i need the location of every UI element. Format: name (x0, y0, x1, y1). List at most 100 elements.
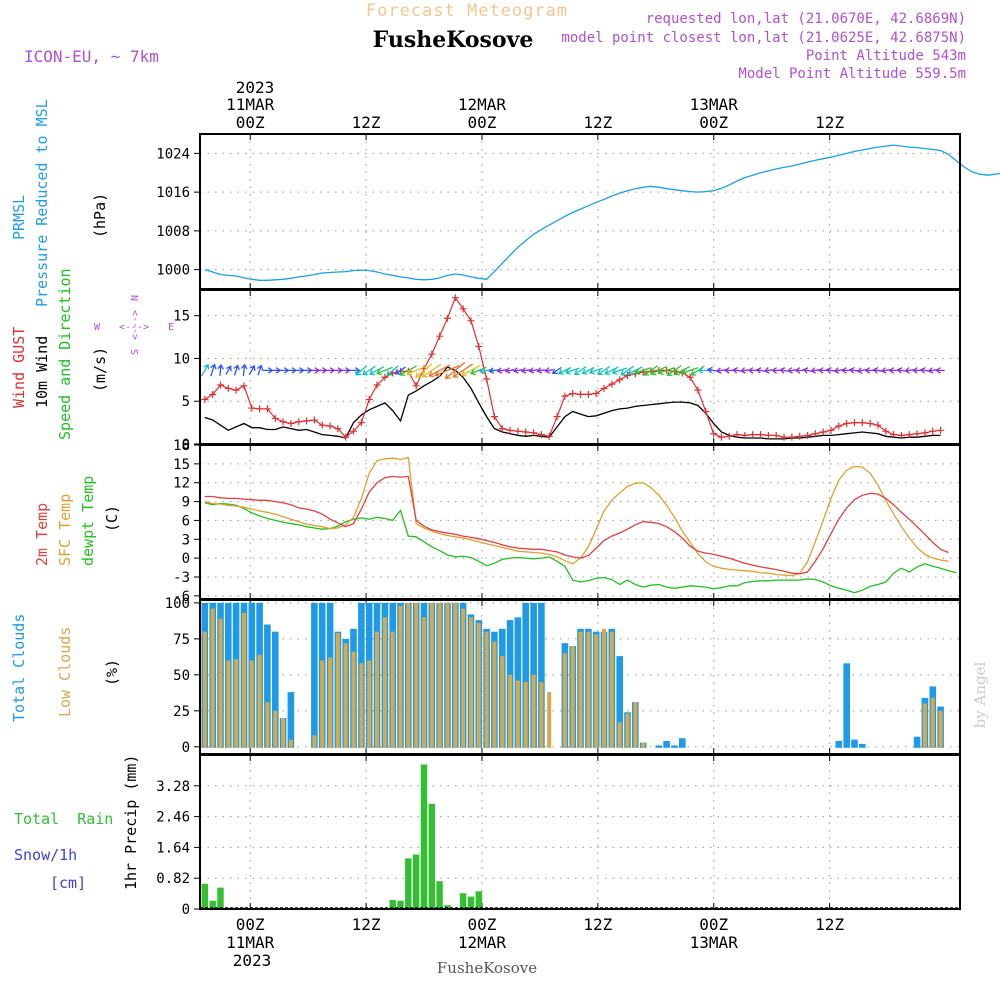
gust-marker (757, 431, 765, 439)
gust-marker (733, 431, 741, 439)
y-tick-label: 6 (182, 513, 190, 529)
gust-marker (263, 405, 271, 413)
gust-marker (451, 294, 459, 302)
gust-marker (702, 407, 710, 415)
year-top: 2023 (236, 78, 275, 97)
footer-place: FusheKosove (437, 959, 537, 977)
wind-arrow (544, 367, 554, 374)
clouds-unit: (%) (103, 659, 121, 686)
gust-marker (764, 431, 772, 439)
total-cloud-bar (679, 738, 686, 748)
wind-arrow (848, 367, 859, 374)
gust-marker (514, 427, 522, 435)
gust-marker (882, 427, 890, 435)
wind-arrow (604, 366, 619, 376)
low-cloud-bar (445, 602, 450, 748)
gust-marker (858, 419, 866, 427)
gust-marker (537, 431, 545, 439)
low-cloud-bar (476, 623, 481, 748)
wind-arrow (833, 367, 844, 374)
rain-bar (444, 905, 451, 909)
gust-marker (310, 416, 318, 424)
wind-arrow (428, 364, 451, 378)
compass-arrow-h: <---> (119, 322, 149, 333)
gust-marker (749, 431, 757, 439)
rain-bar (405, 858, 412, 909)
gust-marker (483, 375, 491, 383)
gust-marker (475, 342, 483, 350)
y-tick-label: 0 (182, 437, 190, 453)
low-cloud-bar (930, 697, 935, 748)
wind-arrow (528, 367, 538, 374)
y-tick-label: 3 (182, 532, 190, 548)
gust-marker (248, 404, 256, 412)
wind-arrow (496, 367, 507, 374)
wind-arrow (755, 367, 765, 374)
temp2m-label: 2m Temp (33, 503, 51, 566)
y-tick-label: 15 (173, 309, 190, 325)
compass-e: E (168, 322, 174, 333)
wind-arrow (415, 363, 433, 378)
gust-marker (522, 428, 530, 436)
gust-marker (279, 418, 287, 426)
low-cloud-bar (422, 617, 426, 748)
low-cloud-bar (508, 674, 513, 748)
wind-arrow (201, 363, 210, 377)
wind-arrow (333, 367, 344, 374)
wind-y-ticks: 0 5 10 15 (173, 309, 200, 453)
top-time-label: 00Z (699, 113, 728, 132)
rain-bar (436, 881, 443, 909)
gust-marker (623, 372, 631, 380)
wind-arrow (233, 364, 240, 376)
gust-marker (357, 419, 365, 427)
top-time-label: 13MAR (690, 95, 739, 114)
rain-bar (420, 764, 428, 909)
low-cloud-bar (641, 742, 646, 748)
gust-label: Wind GUST (10, 327, 28, 408)
gust-marker (381, 373, 389, 381)
gust-marker (890, 431, 898, 439)
wind-arrow (872, 367, 883, 374)
wind-arrow (318, 367, 328, 374)
gust-marker (467, 317, 475, 325)
low-cloud-bar (242, 613, 246, 748)
gust-marker (334, 425, 342, 433)
y-tick-label: 1000 (156, 263, 190, 279)
low-cloud-bar (202, 631, 207, 748)
total-cloud-bar (835, 741, 843, 748)
wind-arrow (421, 363, 442, 378)
gust-marker (850, 419, 858, 427)
top-time-label: 12Z (815, 113, 844, 132)
gust-marker (835, 422, 843, 430)
wind-arrow (217, 363, 224, 376)
gust-marker (490, 413, 498, 421)
wind-arrow (558, 366, 571, 375)
watermark: by Angel (971, 661, 989, 728)
low-cloud-bar (469, 617, 473, 748)
rain-bar (389, 900, 396, 909)
wind-arrow (841, 367, 851, 374)
wind-unit: (m/s) (91, 347, 109, 392)
y-tick-label: 50 (173, 668, 190, 684)
low-cloud-bar (359, 663, 364, 748)
gust-marker (937, 426, 945, 434)
wind-arrow (434, 364, 460, 378)
low-cloud-bar (539, 682, 544, 748)
wind-arrow (724, 367, 734, 374)
clouds-panel: 0 25 50 75 100 Total Clouds Low Clouds (%) (10, 596, 961, 756)
precip-grid (200, 755, 960, 910)
gust-marker (819, 428, 827, 436)
gust-marker (913, 430, 921, 438)
low-cloud-bar (429, 602, 434, 748)
low-cloud-bar (281, 718, 286, 748)
requested-coords: requested lon,lat (21.0670E, 42.6869N) (646, 11, 966, 27)
low-cloud-bar (335, 633, 340, 748)
wind-arrow (657, 367, 675, 376)
temp-2m-line (204, 475, 949, 575)
gust-marker (921, 429, 929, 437)
wind-arrow (394, 366, 406, 375)
low-cloud-bar (938, 710, 943, 748)
cloud-bars (201, 602, 944, 748)
rain-bar (201, 883, 208, 909)
